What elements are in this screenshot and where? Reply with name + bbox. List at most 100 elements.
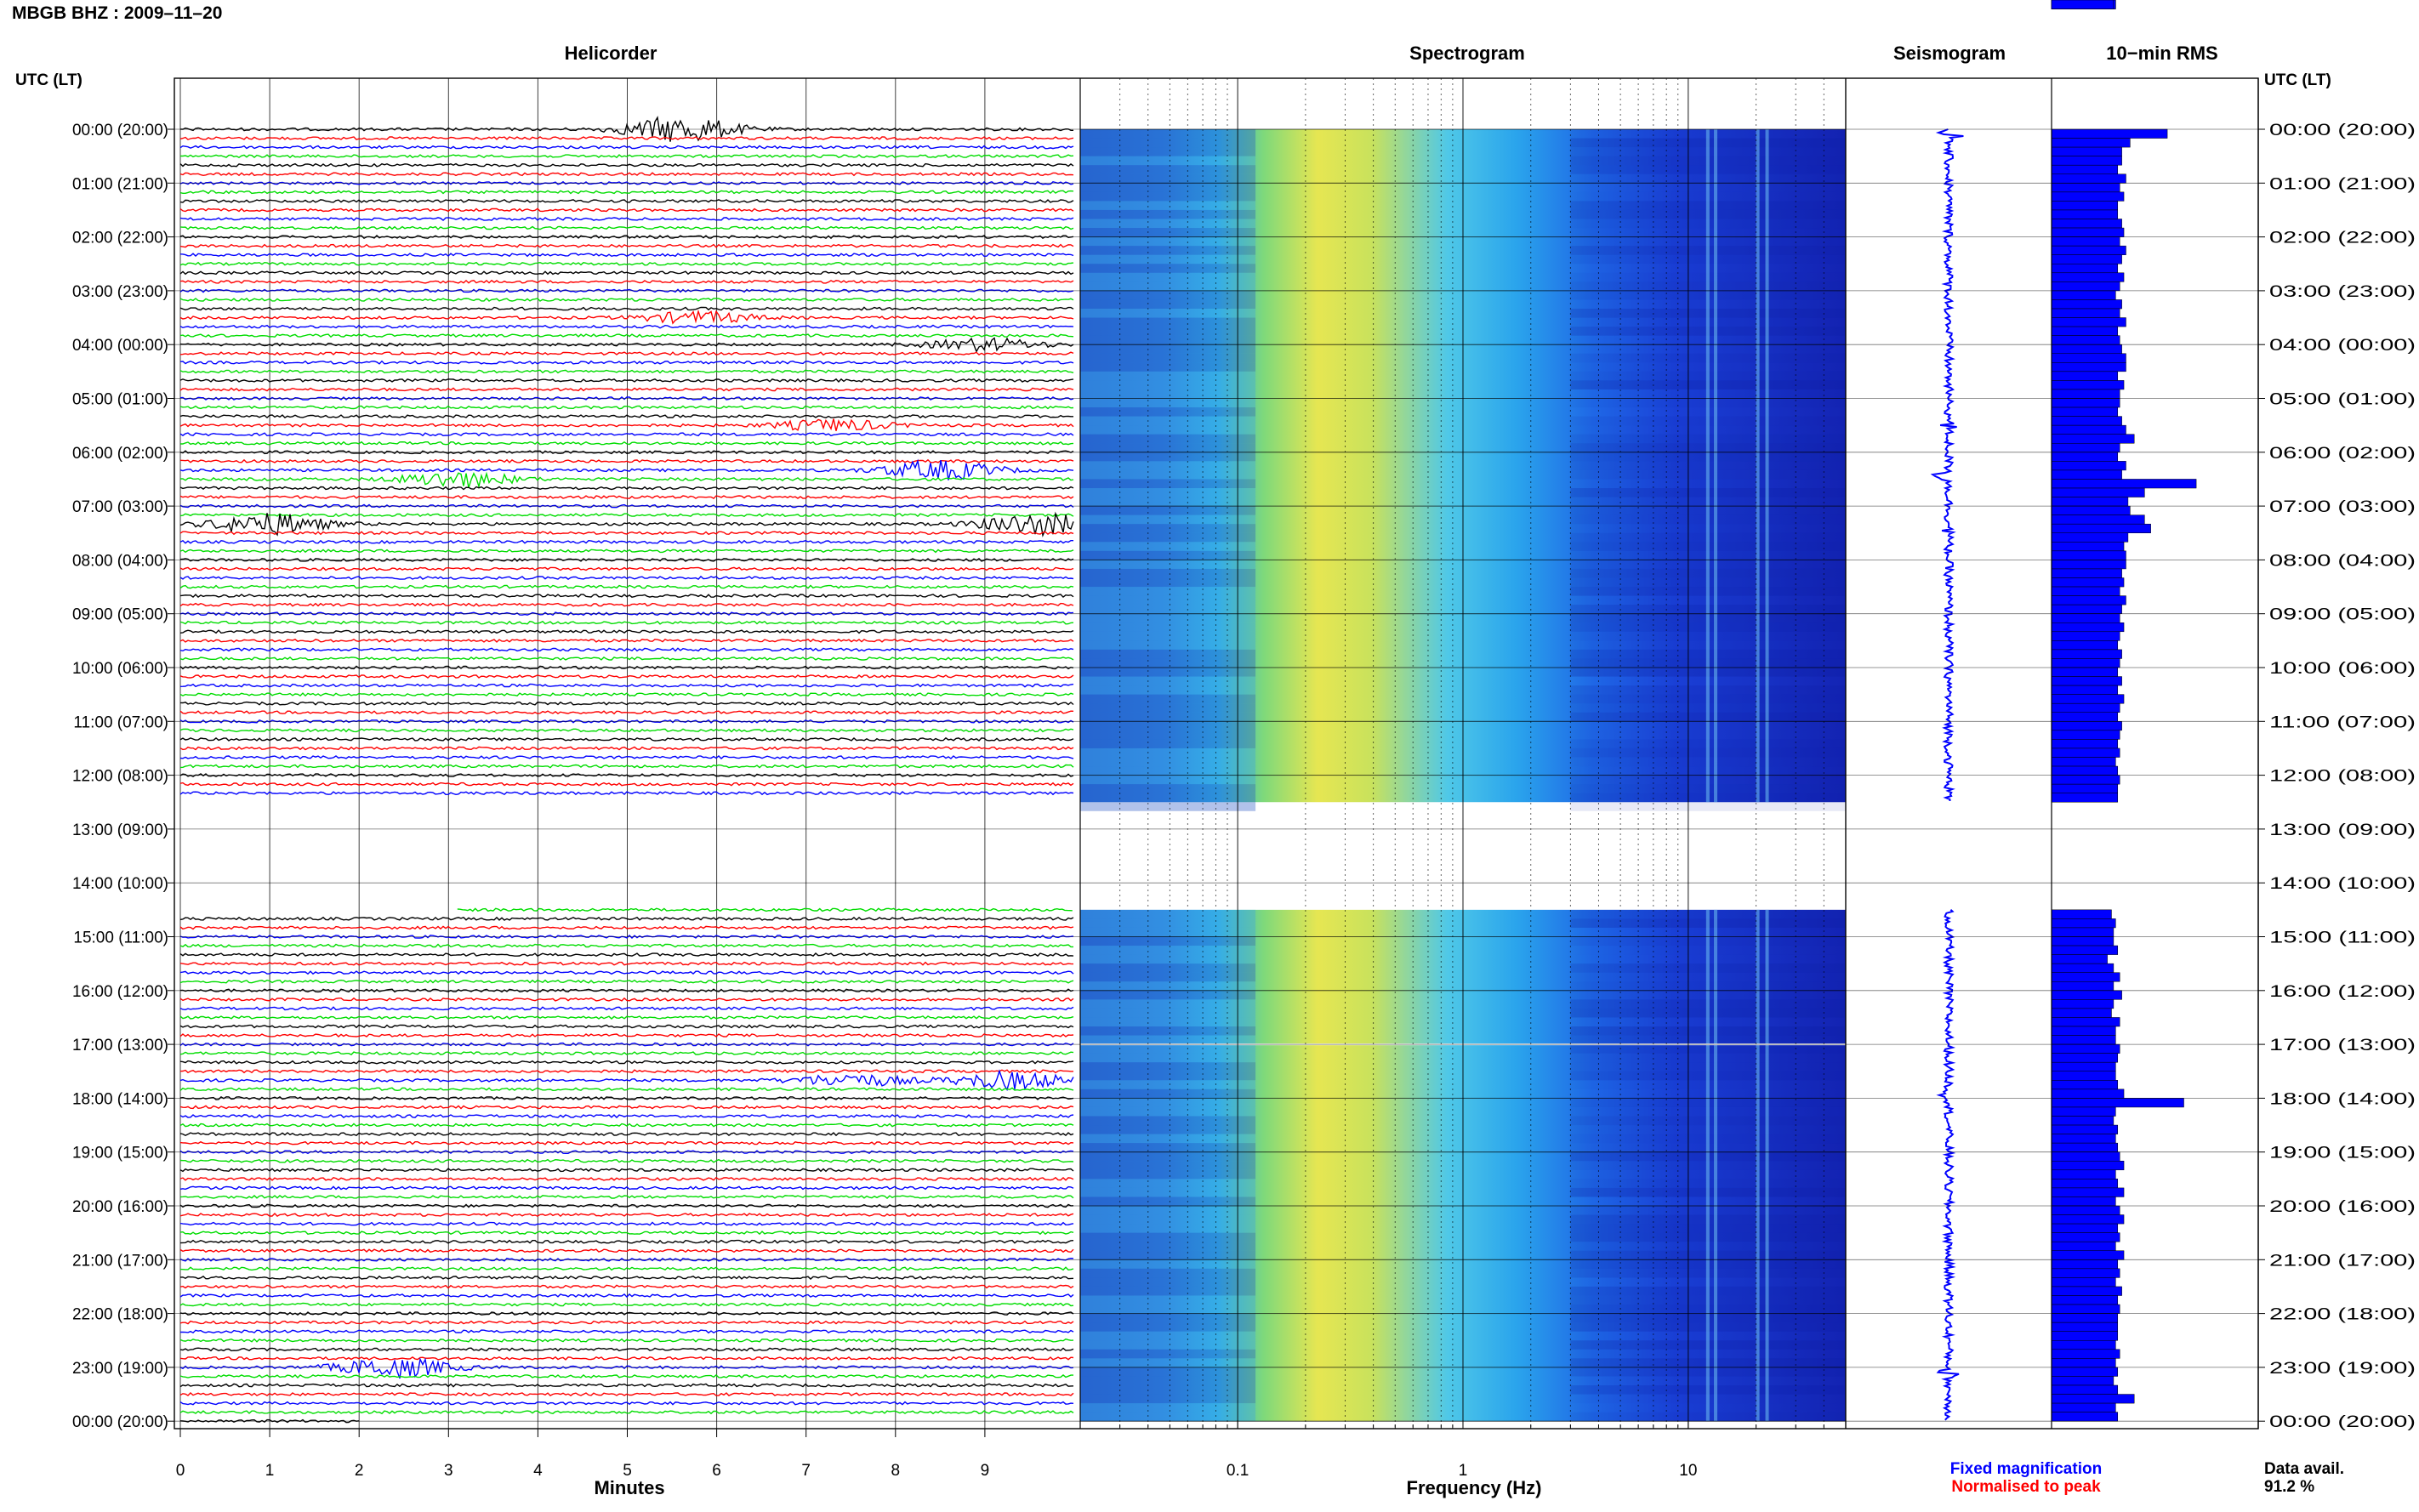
rms-bar [2051, 469, 2122, 480]
helicorder-trace [179, 1356, 1074, 1361]
time-tick-label-right: 05:00 (01:00) [2269, 391, 2416, 409]
helicorder-trace [179, 511, 1074, 537]
rms-bar [2051, 1116, 2114, 1126]
helicorder-trace [179, 253, 1074, 258]
helicorder-trace [179, 1051, 1074, 1056]
helicorder-trace [179, 916, 1074, 921]
spectrogram-row-low [1080, 793, 1256, 803]
spectrogram-row-low [1080, 1098, 1256, 1107]
spectrogram-row-low [1080, 281, 1256, 291]
panel-title-rms: 10−min RMS [2106, 43, 2217, 64]
time-tick-label-left: 16:00 (12:00) [72, 983, 168, 1001]
helicorder-trace [179, 297, 1074, 302]
rms-bar [2051, 999, 2114, 1009]
rms-bar [2051, 685, 2119, 695]
helicorder-trace [179, 172, 1074, 177]
helicorder-trace [179, 351, 1074, 356]
rms-bar [2051, 1106, 2116, 1117]
spectral-line [1765, 129, 1769, 803]
rms-bar [2051, 1313, 2119, 1323]
rms-bar [2051, 1268, 2120, 1278]
helicorder-trace [179, 1213, 1074, 1218]
rms-bar [2051, 254, 2122, 264]
spectrogram-row-low [1080, 479, 1256, 488]
helicorder-trace [179, 736, 1074, 742]
spectrogram-row-low [1080, 353, 1256, 363]
spectrogram-row-low [1080, 335, 1256, 345]
helicorder-trace [179, 692, 1074, 697]
rms-bar [2051, 308, 2120, 318]
helicorder-trace [179, 495, 1074, 500]
rms-bar [2051, 389, 2120, 399]
helicorder-trace [179, 1123, 1074, 1128]
spectrogram-row-low [1080, 309, 1256, 318]
spectrogram-row-low [1080, 918, 1256, 928]
rms-bar [2051, 909, 2112, 919]
spectrogram-row-low [1080, 1305, 1256, 1314]
spectrogram-row-low [1080, 1232, 1256, 1242]
rms-bar [2051, 128, 2168, 139]
helicorder-trace [179, 1140, 1074, 1145]
spectrogram-row-low [1080, 605, 1256, 614]
rms-bar [2051, 1043, 2120, 1054]
rms-bar [2051, 1358, 2116, 1368]
spectrogram-row-low [1080, 443, 1256, 452]
spectrogram-row-low [1080, 676, 1256, 686]
spectrogram-row-low [1080, 927, 1256, 937]
helicorder-trace [179, 594, 1074, 599]
rms-bar [2051, 532, 2129, 543]
spectrogram-row-low [1080, 506, 1256, 515]
helicorder-trace [179, 405, 1074, 410]
time-tick-label-left: 13:00 (09:00) [72, 821, 168, 839]
time-tick-label-left: 09:00 (05:00) [72, 606, 168, 624]
spectrogram-row-low [1080, 532, 1256, 543]
spectrogram-row-low [1080, 254, 1256, 264]
legend-fixed-magnification: Fixed magnification [1950, 1460, 2102, 1478]
helicorder-trace [179, 647, 1074, 652]
spectrogram-row-low [1080, 407, 1256, 417]
helicorder-trace [179, 1060, 1074, 1065]
spectrogram-row-low [1080, 165, 1256, 174]
time-tick-label-right: 16:00 (12:00) [2269, 983, 2416, 1001]
spectrogram-row-low [1080, 739, 1256, 748]
spectrogram-row-low [1080, 344, 1256, 354]
spectrogram-row-low [1080, 129, 1256, 139]
rms-bar [2051, 335, 2120, 345]
spectrogram-row-low [1080, 1286, 1256, 1296]
rms-bar [2051, 398, 2120, 408]
spectrogram-row-low [1080, 721, 1256, 730]
time-tick-label-left: 08:00 (04:00) [72, 552, 168, 570]
spectrogram-row-low [1080, 1250, 1256, 1260]
spectrogram-row-low [1080, 1053, 1256, 1063]
minute-tick-label: 3 [444, 1462, 453, 1480]
helicorder-trace [179, 755, 1074, 759]
spectrogram-row-low [1080, 1403, 1256, 1413]
rms-bar [2051, 497, 2129, 507]
spectrogram-row-low [1080, 497, 1256, 507]
helicorder-trace [179, 414, 1073, 419]
helicorder-trace [179, 1392, 1074, 1396]
spectrogram-row-low [1080, 560, 1256, 569]
spectrogram-row-low [1080, 1367, 1256, 1377]
rms-bar [2051, 1304, 2120, 1314]
rms-bar [2051, 281, 2120, 292]
helicorder-trace [179, 943, 1073, 948]
helicorder-trace [179, 566, 1074, 571]
spectrogram-row-low [1080, 299, 1256, 309]
rms-bar [2051, 631, 2120, 641]
rms-bar [2051, 747, 2120, 758]
rms-bar [2051, 568, 2122, 578]
helicorder-trace [179, 1266, 1074, 1271]
time-tick-label-left: 02:00 (22:00) [72, 230, 168, 247]
helicorder-trace [179, 746, 1074, 751]
rms-bar [2051, 290, 2116, 300]
frequency-tick-label: 1 [1459, 1462, 1468, 1480]
spectrogram-panel: 0.1 1 10 [1079, 78, 1847, 1480]
rms-bar [2051, 1205, 2120, 1215]
helicorder-trace [179, 1176, 1074, 1181]
spectrogram-row-low [1080, 219, 1256, 229]
rms-bar [2051, 219, 2122, 229]
spectrogram-row-low [1080, 452, 1256, 462]
rms-bar [2051, 434, 2135, 444]
rms-bar [2051, 793, 2119, 803]
